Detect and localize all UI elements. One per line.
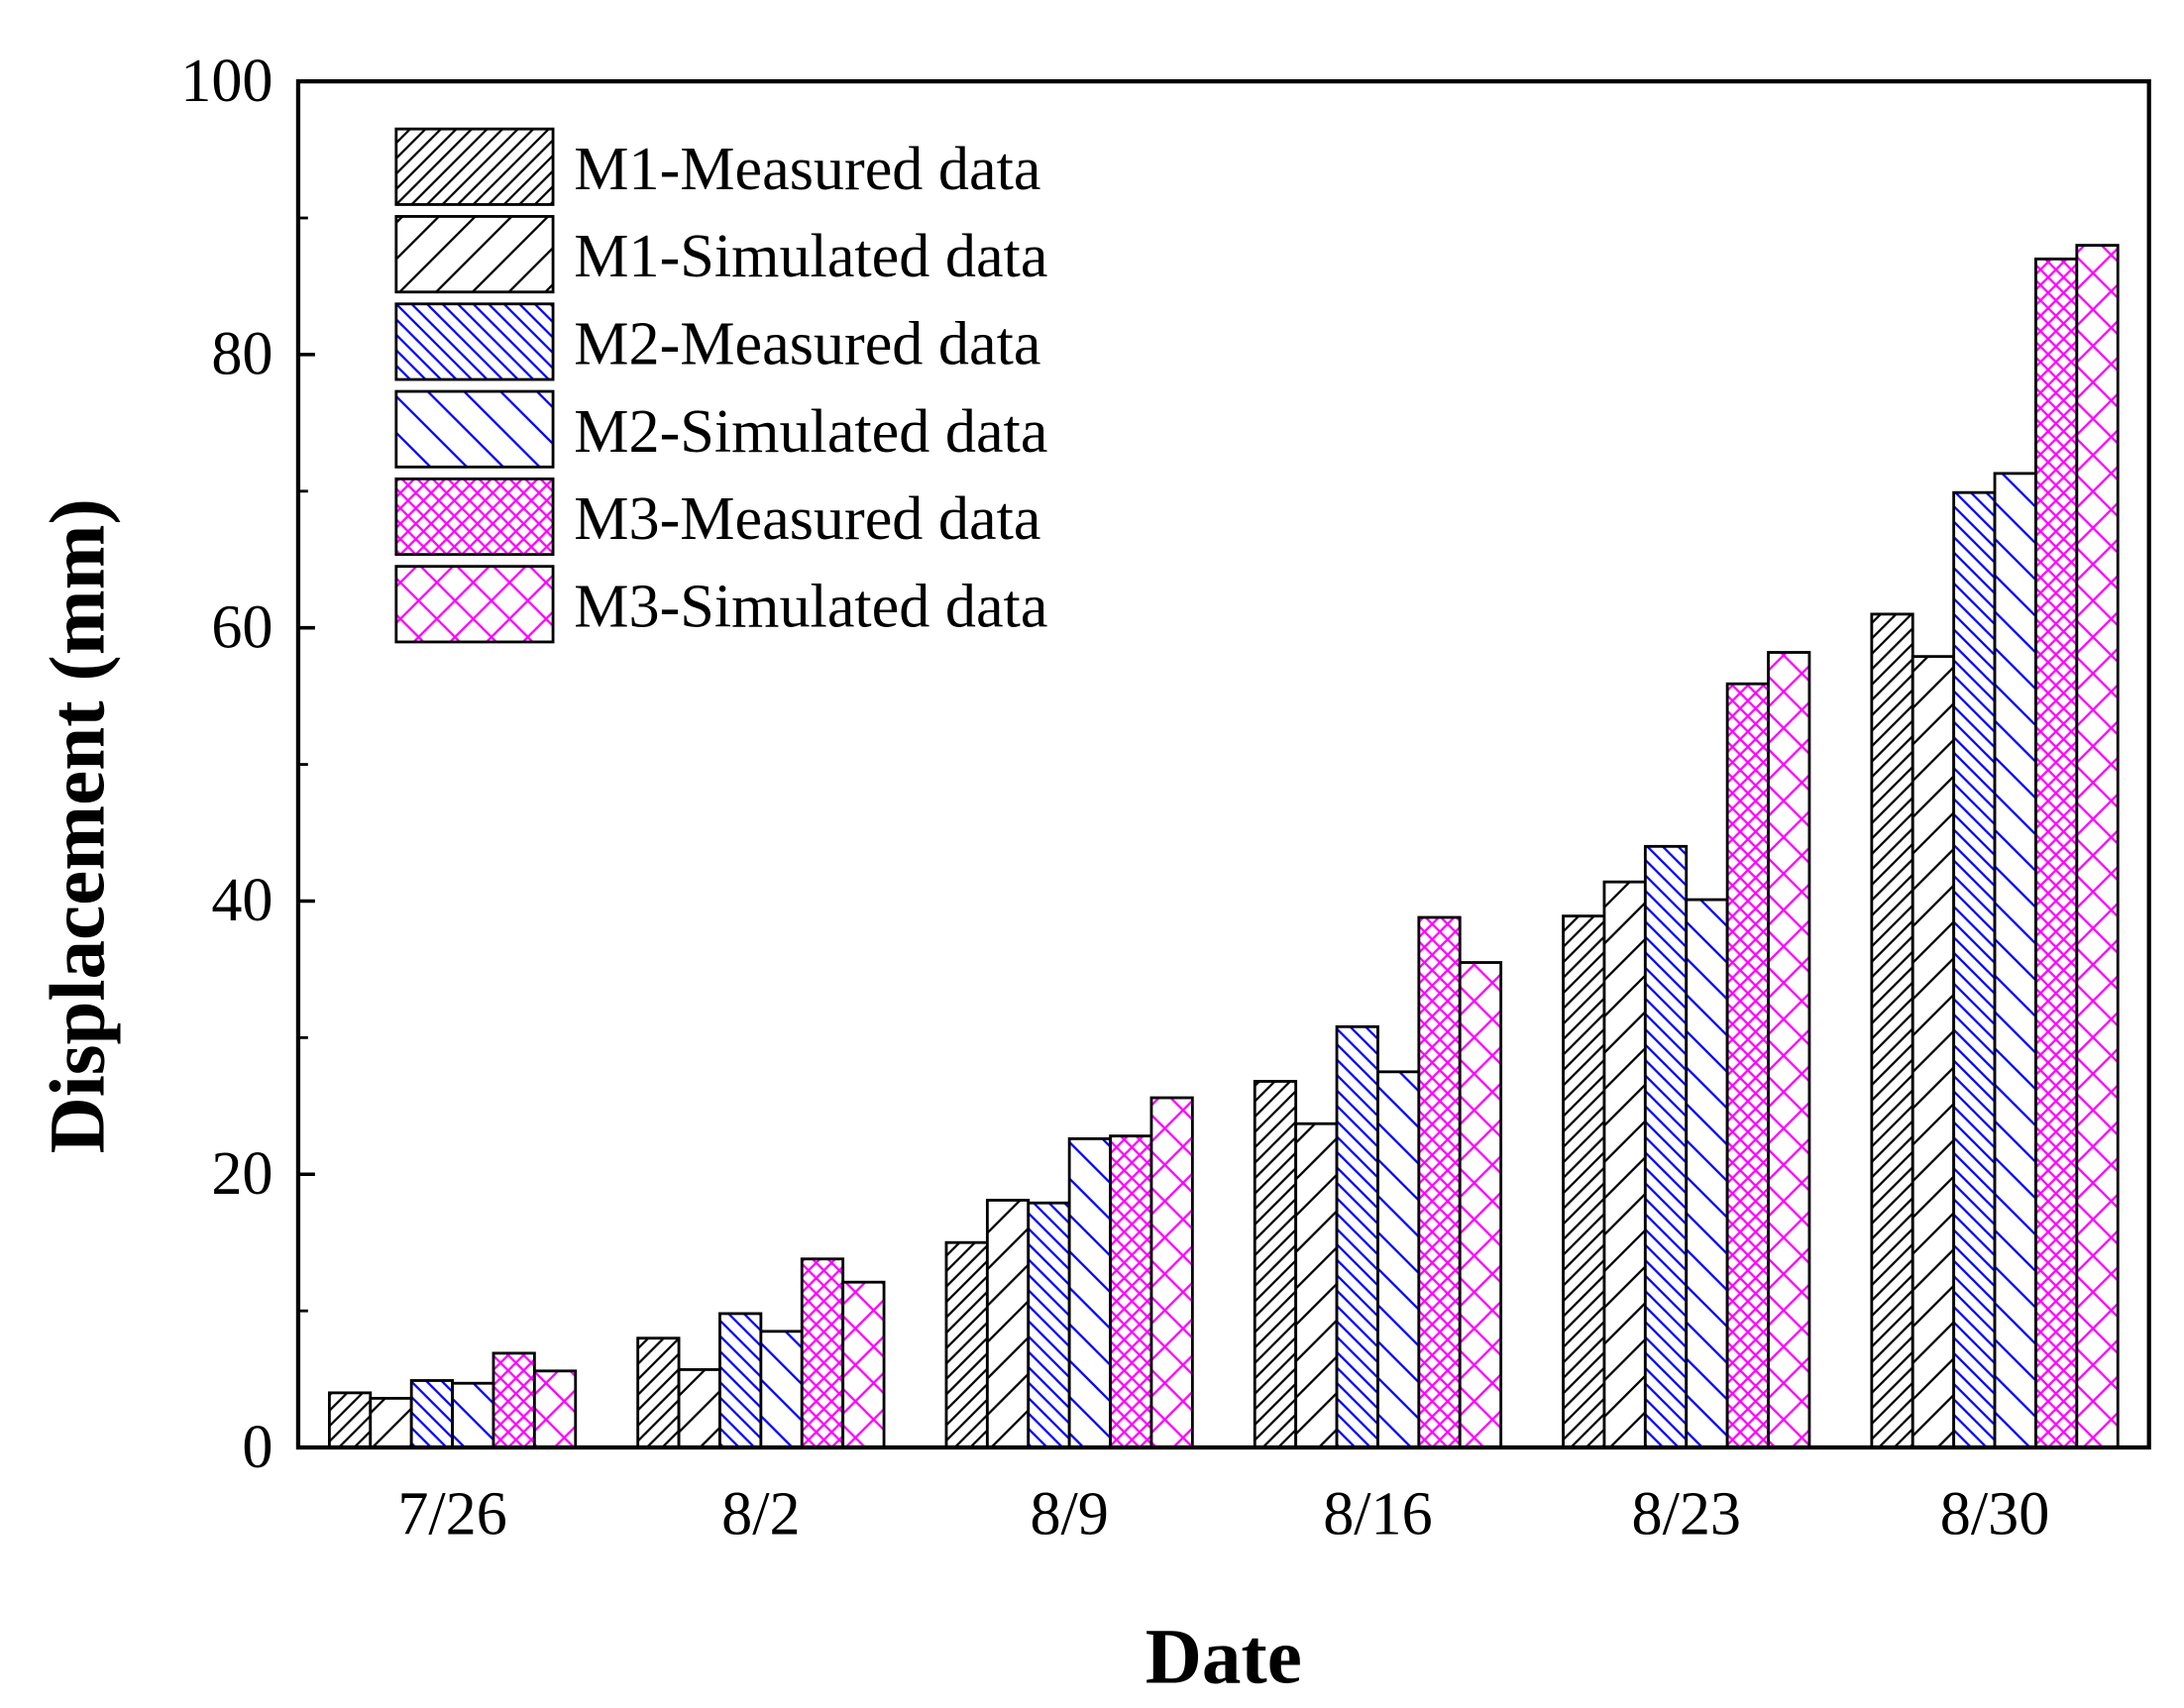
x-tick-label: 8/23 xyxy=(1631,1481,1741,1548)
bar-m2-simulated-data-8-16 xyxy=(1376,1070,1421,1449)
bar-m1-measured-data-8-16 xyxy=(1253,1080,1298,1449)
bar-m1-measured-data-8-2 xyxy=(636,1336,681,1449)
y-tick-label: 80 xyxy=(211,321,273,388)
legend: M1-Measured data M1-Simulated data M2-Meas… xyxy=(394,127,1047,644)
bar-m2-measured-data-7-26 xyxy=(409,1379,454,1449)
bar-m1-simulated-data-8-23 xyxy=(1602,880,1647,1449)
bar-m3-measured-data-8-2 xyxy=(800,1257,845,1449)
legend-label: M2-Simulated data xyxy=(574,398,1047,466)
x-tick-label: 8/30 xyxy=(1940,1481,2050,1548)
legend-label: M1-Simulated data xyxy=(574,223,1047,290)
bar-m3-measured-data-8-30 xyxy=(2034,257,2079,1449)
bar-m2-measured-data-8-30 xyxy=(1952,490,1997,1449)
bar-m2-measured-data-8-16 xyxy=(1335,1024,1379,1449)
legend-swatch xyxy=(394,302,555,381)
x-axis: 7/26 8/2 8/9 8/16 8/23 8/30 xyxy=(397,1481,2049,1548)
bar-m3-simulated-data-8-2 xyxy=(841,1280,886,1449)
legend-item: M1-Measured data xyxy=(394,127,1040,206)
bar-m3-measured-data-8-23 xyxy=(1725,682,1770,1449)
bar-m3-measured-data-8-9 xyxy=(1109,1134,1153,1449)
bar-m3-simulated-data-8-16 xyxy=(1458,961,1503,1449)
bars xyxy=(327,244,2120,1449)
legend-label: M1-Measured data xyxy=(574,136,1040,203)
bar-m1-simulated-data-8-16 xyxy=(1294,1121,1339,1449)
legend-label: M3-Measured data xyxy=(574,485,1040,553)
bar-m1-measured-data-8-9 xyxy=(944,1240,989,1449)
y-axis-label: Displacement (mm) xyxy=(36,498,122,1153)
bar-m1-simulated-data-7-26 xyxy=(369,1396,413,1449)
y-axis: 0 20 40 60 80 100 xyxy=(180,48,315,1481)
bar-m1-measured-data-8-30 xyxy=(1870,612,1914,1449)
x-axis-label: Date xyxy=(1146,1614,1302,1700)
legend-label: M2-Measured data xyxy=(574,311,1040,378)
legend-swatch xyxy=(394,127,555,206)
y-tick-label: 20 xyxy=(211,1140,273,1208)
legend-label: M3-Simulated data xyxy=(574,573,1047,640)
y-tick-label: 0 xyxy=(242,1414,273,1481)
bar-m2-simulated-data-8-30 xyxy=(1993,472,2037,1449)
y-tick-label: 60 xyxy=(211,593,273,661)
bar-m2-measured-data-8-2 xyxy=(718,1312,763,1449)
bar-m1-measured-data-7-26 xyxy=(327,1391,373,1449)
y-tick-label: 100 xyxy=(180,48,273,115)
legend-swatch xyxy=(394,215,555,294)
bar-m3-simulated-data-8-9 xyxy=(1149,1096,1194,1449)
bar-m1-simulated-data-8-9 xyxy=(985,1199,1031,1449)
legend-item: M2-Simulated data xyxy=(394,389,1047,469)
legend-item: M3-Measured data xyxy=(394,477,1040,557)
x-tick-label: 8/2 xyxy=(721,1481,800,1548)
bar-m3-measured-data-8-16 xyxy=(1417,915,1462,1449)
bar-m3-measured-data-7-26 xyxy=(491,1351,536,1449)
legend-item: M1-Simulated data xyxy=(394,215,1047,294)
plot-frame xyxy=(295,79,2151,1450)
bar-m2-measured-data-8-23 xyxy=(1643,844,1689,1449)
bar-m3-simulated-data-7-26 xyxy=(532,1369,578,1449)
y-tick-label: 40 xyxy=(211,867,273,934)
x-tick-label: 8/9 xyxy=(1030,1481,1108,1548)
legend-swatch xyxy=(394,477,555,557)
bar-m3-simulated-data-8-30 xyxy=(2075,244,2120,1449)
bar-m2-simulated-data-8-23 xyxy=(1685,898,1729,1449)
bar-m2-simulated-data-8-9 xyxy=(1067,1136,1112,1449)
legend-swatch xyxy=(394,565,555,644)
legend-swatch xyxy=(394,389,555,469)
x-tick-label: 7/26 xyxy=(397,1481,507,1548)
bar-m1-simulated-data-8-2 xyxy=(677,1368,721,1449)
legend-item: M2-Measured data xyxy=(394,302,1040,381)
bar-m2-measured-data-8-9 xyxy=(1027,1201,1071,1449)
bar-m2-simulated-data-7-26 xyxy=(451,1381,495,1449)
bar-m2-simulated-data-8-2 xyxy=(759,1330,804,1449)
bar-m1-simulated-data-8-30 xyxy=(1911,655,1956,1449)
legend-item: M3-Simulated data xyxy=(394,565,1047,644)
bar-m1-measured-data-8-23 xyxy=(1562,914,1606,1449)
x-tick-label: 8/16 xyxy=(1323,1481,1433,1548)
bar-m3-simulated-data-8-23 xyxy=(1767,651,1811,1449)
